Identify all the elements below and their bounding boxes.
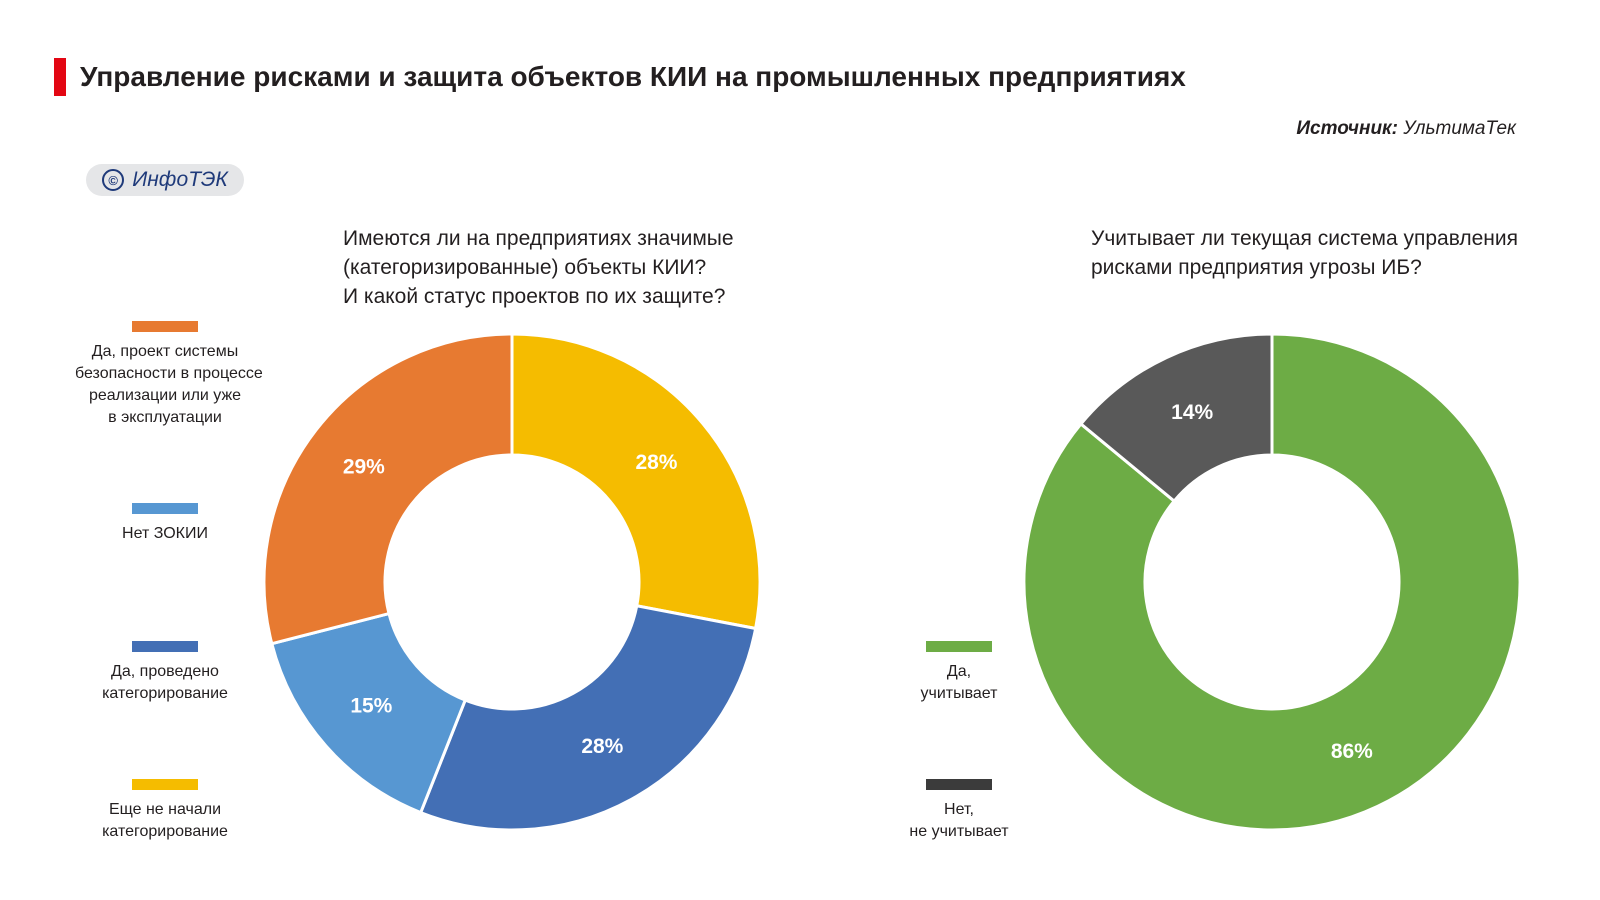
chart1-title-line: Имеются ли на предприятиях значимые	[343, 227, 734, 250]
legend-line: не учитывает	[909, 823, 1009, 840]
legend-swatch	[132, 321, 198, 332]
legend-swatch	[926, 779, 992, 790]
legend-swatch	[132, 641, 198, 652]
title-accent-bar	[54, 58, 66, 96]
legend-label: Да, проект системы безопасности в процес…	[75, 341, 263, 429]
legend-label: Да, учитывает	[869, 661, 1049, 705]
chart1-slice	[262, 332, 514, 646]
chart1-legend-item: Да, проект системы безопасности в процес…	[75, 321, 263, 429]
legend-label: Еще не начали категорирование	[75, 799, 255, 843]
copyright-icon: ©	[102, 169, 125, 191]
chart2-data-label: 14%	[1171, 401, 1213, 424]
donut-chart-ki: 28% 28% 15% 29%	[262, 332, 762, 832]
donut-chart-risk: 86% 14%	[1022, 332, 1522, 832]
chart2-slice	[1022, 332, 1522, 832]
legend-line: Да, проект системы	[91, 343, 239, 360]
page-title: Управление рисками и защита объектов КИИ…	[80, 61, 1186, 92]
chart2-title-line: Учитывает ли текущая система управления	[1091, 227, 1519, 250]
chart1-data-label: 28%	[635, 451, 677, 474]
legend-line: Да,	[946, 663, 972, 680]
chart1-slice	[418, 604, 758, 832]
chart2-title-line: рисками предприятия угрозы ИБ?	[1091, 256, 1422, 279]
legend-swatch	[926, 641, 992, 652]
chart1-data-label: 29%	[343, 456, 385, 479]
legend-line: категорирование	[102, 823, 228, 840]
chart1-title-line: И какой статус проектов по их защите?	[343, 285, 726, 308]
chart2-data-label: 86%	[1331, 740, 1373, 763]
chart1-data-label: 28%	[581, 735, 623, 758]
chart2-legend-item: Да, учитывает	[869, 641, 1049, 705]
chart1-data-label: 15%	[350, 694, 392, 717]
legend-swatch	[132, 503, 198, 514]
source-credit: Источник: УльтимаТек	[1296, 118, 1516, 140]
badge-name: ИнфоТЭК	[132, 168, 228, 191]
legend-swatch	[132, 779, 198, 790]
legend-line: Нет ЗОКИИ	[122, 525, 208, 542]
chart1-title-line: (категоризированные) объекты КИИ?	[343, 256, 707, 279]
legend-line: категорирование	[102, 685, 228, 702]
chart2-title: Учитывает ли текущая система управления …	[1091, 224, 1518, 282]
legend-label: Да, проведено категорирование	[75, 661, 255, 705]
legend-line: учитывает	[920, 685, 998, 702]
legend-label: Нет ЗОКИИ	[75, 523, 255, 545]
legend-line: Еще не начали	[108, 801, 222, 818]
chart2-legend-item: Нет, не учитывает	[869, 779, 1049, 843]
source-label: Источник:	[1296, 118, 1399, 139]
legend-line: реализации или уже	[88, 387, 242, 404]
legend-line: Да, проведено	[111, 663, 219, 680]
legend-line: Нет,	[944, 801, 974, 818]
chart2-slice	[1078, 332, 1274, 504]
chart1-slice	[510, 332, 762, 631]
chart1-legend-item: Еще не начали категорирование	[75, 779, 255, 843]
chart1-legend-item: Да, проведено категорирование	[75, 641, 255, 705]
legend-line: в эксплуатации	[108, 409, 222, 426]
chart1-slice	[269, 611, 468, 815]
source-value: УльтимаТек	[1403, 118, 1516, 139]
legend-line: безопасности в процессе	[75, 365, 263, 382]
infotek-badge: © ИнфоТЭК	[86, 164, 244, 196]
chart1-legend-item: Нет ЗОКИИ	[75, 503, 255, 545]
legend-label: Нет, не учитывает	[869, 799, 1049, 843]
chart1-title: Имеются ли на предприятиях значимые (кат…	[343, 224, 734, 311]
